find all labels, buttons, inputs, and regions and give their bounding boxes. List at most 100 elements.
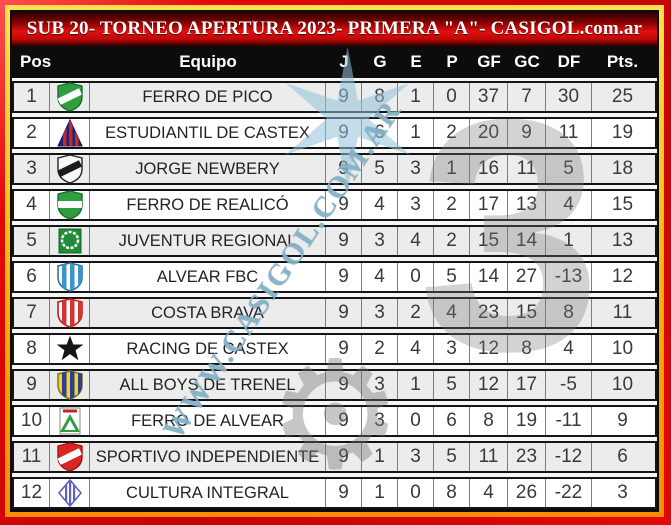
goals-against-cell: 19 [508,407,546,435]
goals-for-cell: 14 [470,263,508,291]
team-name-cell: JORGE NEWBERY [90,155,326,183]
costa-brava-crest [50,298,90,328]
table-row: 1 FERRO DE PICO 9 8 1 0 37 7 30 25 [12,81,657,113]
goals-against-cell: 13 [508,191,546,219]
standings-panel: SUB 20- TORNEO APERTURA 2023- PRIMERA "A… [10,10,659,512]
goals-for-cell: 20 [470,119,508,147]
won-cell: 8 [362,83,398,111]
header-e: E [410,52,422,71]
points-cell: 15 [611,194,634,215]
lost-cell: 6 [434,407,470,435]
drawn-cell: 1 [398,371,434,399]
all-boys-de-trenel-crest [50,370,90,400]
points-cell: 9 [617,410,628,431]
ferro-de-realico-crest [50,190,90,220]
ferro-de-alvear-crest [50,407,90,435]
goal-diff-cell: -5 [546,371,592,399]
header-pos: Pos [20,52,52,71]
team-name-cell: CULTURA INTEGRAL [90,479,326,507]
team-name-cell: RACING DE CASTEX [90,335,326,363]
position-cell: 7 [14,299,50,327]
goal-diff-cell: 5 [546,155,592,183]
points-cell: 6 [617,446,628,467]
won-cell: 4 [362,263,398,291]
goals-for-cell: 12 [470,335,508,363]
won-cell: 3 [362,299,398,327]
header-gf: GF [477,52,501,71]
team-name-cell: FERRO DE ALVEAR [90,407,326,435]
table-row: 12 CULTURA INTEGRAL 9 1 0 8 4 26 -22 3 [12,477,657,509]
points-cell: 25 [611,86,634,107]
played-cell: 9 [326,119,362,147]
jorge-newbery-crest [50,154,90,184]
goals-for-cell: 17 [470,191,508,219]
lost-cell: 5 [434,263,470,291]
lost-cell: 8 [434,479,470,507]
header-j: J [339,52,349,71]
drawn-cell: 0 [398,407,434,435]
goals-for-cell: 4 [470,479,508,507]
table-header-row: Pos Equipo J G E P GF GC DF Pts. [12,46,657,78]
team-name-cell: JUVENTUR REGIONAL [90,227,326,255]
team-name-cell: FERRO DE REALICÓ [90,191,326,219]
goals-against-cell: 14 [508,227,546,255]
played-cell: 9 [326,191,362,219]
points-cell: 3 [617,482,628,503]
goal-diff-cell: -22 [546,479,592,507]
goals-against-cell: 27 [508,263,546,291]
table-row: 4 FERRO DE REALICÓ 9 4 3 2 17 13 4 15 [12,189,657,221]
won-cell: 3 [362,407,398,435]
drawn-cell: 3 [398,191,434,219]
drawn-cell: 4 [398,335,434,363]
team-name-cell: ESTUDIANTIL DE CASTEX [90,119,326,147]
position-cell: 5 [14,227,50,255]
page-title: SUB 20- TORNEO APERTURA 2023- PRIMERA "A… [26,18,643,39]
cultura-integral-crest [50,478,90,508]
played-cell: 9 [326,371,362,399]
won-cell: 5 [362,155,398,183]
points-cell: 11 [612,302,633,323]
position-cell: 10 [14,407,50,435]
won-cell: 3 [362,371,398,399]
table-row: 3 JORGE NEWBERY 9 5 3 1 16 11 5 18 [12,153,657,185]
played-cell: 9 [326,335,362,363]
team-name-cell: FERRO DE PICO [90,83,326,111]
table-row: 8 RACING DE CASTEX 9 2 4 3 12 8 4 10 [12,333,657,365]
drawn-cell: 4 [398,227,434,255]
goals-against-cell: 8 [508,335,546,363]
goals-for-cell: 15 [470,227,508,255]
table-row: 9 ALL BOYS DE TRENEL 9 3 1 5 12 17 -5 10 [12,369,657,401]
goal-diff-cell: 1 [546,227,592,255]
drawn-cell: 3 [398,155,434,183]
lost-cell: 3 [434,335,470,363]
lost-cell: 1 [434,155,470,183]
goal-diff-cell: 4 [546,335,592,363]
position-cell: 11 [14,443,50,471]
header-g: G [373,52,387,71]
table-row: 5 JUVENTUR REGIONAL 9 3 4 2 15 14 1 13 [12,225,657,257]
position-cell: 8 [14,335,50,363]
team-name-cell: COSTA BRAVA [90,299,326,327]
estudiantil-de-castex-crest [50,118,90,147]
alvear-fbc-crest [50,262,90,292]
drawn-cell: 0 [398,263,434,291]
goals-for-cell: 8 [470,407,508,435]
goal-diff-cell: 30 [546,83,592,111]
ferro-de-pico-crest [50,82,90,112]
lost-cell: 4 [434,299,470,327]
goals-for-cell: 16 [470,155,508,183]
table-row: 2 ESTUDIANTIL DE CASTEX 9 6 1 2 20 9 11 … [12,117,657,149]
inner-yellow-frame: SUB 20- TORNEO APERTURA 2023- PRIMERA "A… [5,5,664,517]
played-cell: 9 [326,155,362,183]
won-cell: 4 [362,191,398,219]
table-row: 11 SPORTIVO INDEPENDIENTE 9 1 3 5 11 23 … [12,441,657,473]
goals-against-cell: 7 [508,83,546,111]
goals-against-cell: 15 [508,299,546,327]
team-name-cell: ALL BOYS DE TRENEL [90,371,326,399]
juventur-regional-crest [50,227,90,255]
lost-cell: 5 [434,371,470,399]
points-cell: 12 [611,266,634,287]
goals-for-cell: 37 [470,83,508,111]
played-cell: 9 [326,407,362,435]
